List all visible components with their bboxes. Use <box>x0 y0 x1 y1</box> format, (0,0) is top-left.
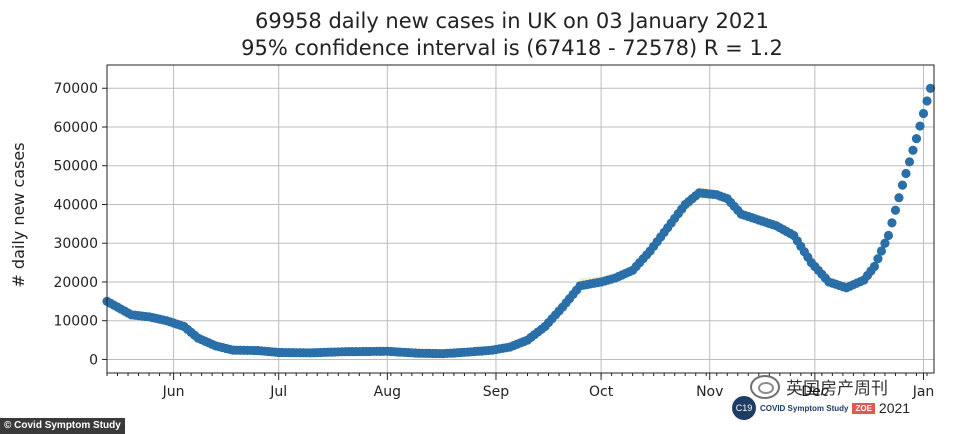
y-axis-ticks: 0 10000 20000 30000 40000 50000 60000 70000 <box>53 81 107 368</box>
data-point <box>883 230 894 241</box>
y-tick-label: 50000 <box>53 159 98 175</box>
y-tick-label: 40000 <box>53 197 98 213</box>
x-tick-label: Oct <box>589 384 614 400</box>
logo-year: 2021 <box>878 400 911 416</box>
data-point <box>887 218 897 228</box>
data-point <box>918 108 929 119</box>
plot-frame <box>106 64 935 374</box>
y-tick-label: 0 <box>89 352 98 368</box>
data-point <box>901 168 911 179</box>
x-tick-label: Sep <box>483 384 510 400</box>
grid-lines <box>107 65 934 373</box>
data-point <box>876 246 887 256</box>
chart-title-line2: 95% confidence interval is (67418 - 7257… <box>241 36 783 60</box>
data-point <box>894 193 904 203</box>
image-credit: © Covid Symptom Study <box>0 418 125 434</box>
y-tick-label: 30000 <box>53 236 98 252</box>
x-tick-label: Jun <box>162 384 185 400</box>
data-series <box>102 83 936 359</box>
watermark: 英国房产周刊 <box>750 374 888 399</box>
data-point <box>911 134 922 144</box>
y-tick-label: 70000 <box>53 81 98 97</box>
covid-study-logo: C19 COVID Symptom Study ZOE 2021 <box>732 395 912 421</box>
data-point <box>869 261 880 272</box>
covid-study-logo-icon: C19 <box>732 396 756 420</box>
data-point <box>897 180 908 190</box>
chart-title-line1: 69958 daily new cases in UK on 03 Januar… <box>255 9 769 33</box>
data-point <box>915 121 925 131</box>
wechat-icon <box>750 374 780 399</box>
data-point <box>922 96 932 106</box>
x-tick-label: Jan <box>912 384 935 400</box>
logo-partner: ZOE <box>852 402 875 414</box>
data-point <box>890 205 901 215</box>
x-tick-label: Jul <box>269 384 287 400</box>
y-axis-label: # daily new cases <box>9 142 28 287</box>
y-tick-label: 20000 <box>53 275 98 291</box>
y-tick-label: 60000 <box>53 120 98 136</box>
x-axis-ticks: Jun Jul Aug Sep Oct Nov Dec Jan <box>106 373 935 400</box>
y-tick-label: 10000 <box>53 314 98 330</box>
x-tick-label: Dec <box>801 384 828 400</box>
data-point <box>904 157 915 167</box>
data-point <box>873 254 883 264</box>
data-point <box>925 83 936 94</box>
watermark-text: 英国房产周刊 <box>786 379 888 399</box>
confidence-band <box>580 187 717 290</box>
data-point <box>908 145 918 155</box>
x-tick-label: Nov <box>696 384 723 400</box>
data-point <box>880 238 890 248</box>
x-tick-label: Aug <box>374 384 401 400</box>
logo-name: COVID Symptom Study <box>760 403 849 413</box>
